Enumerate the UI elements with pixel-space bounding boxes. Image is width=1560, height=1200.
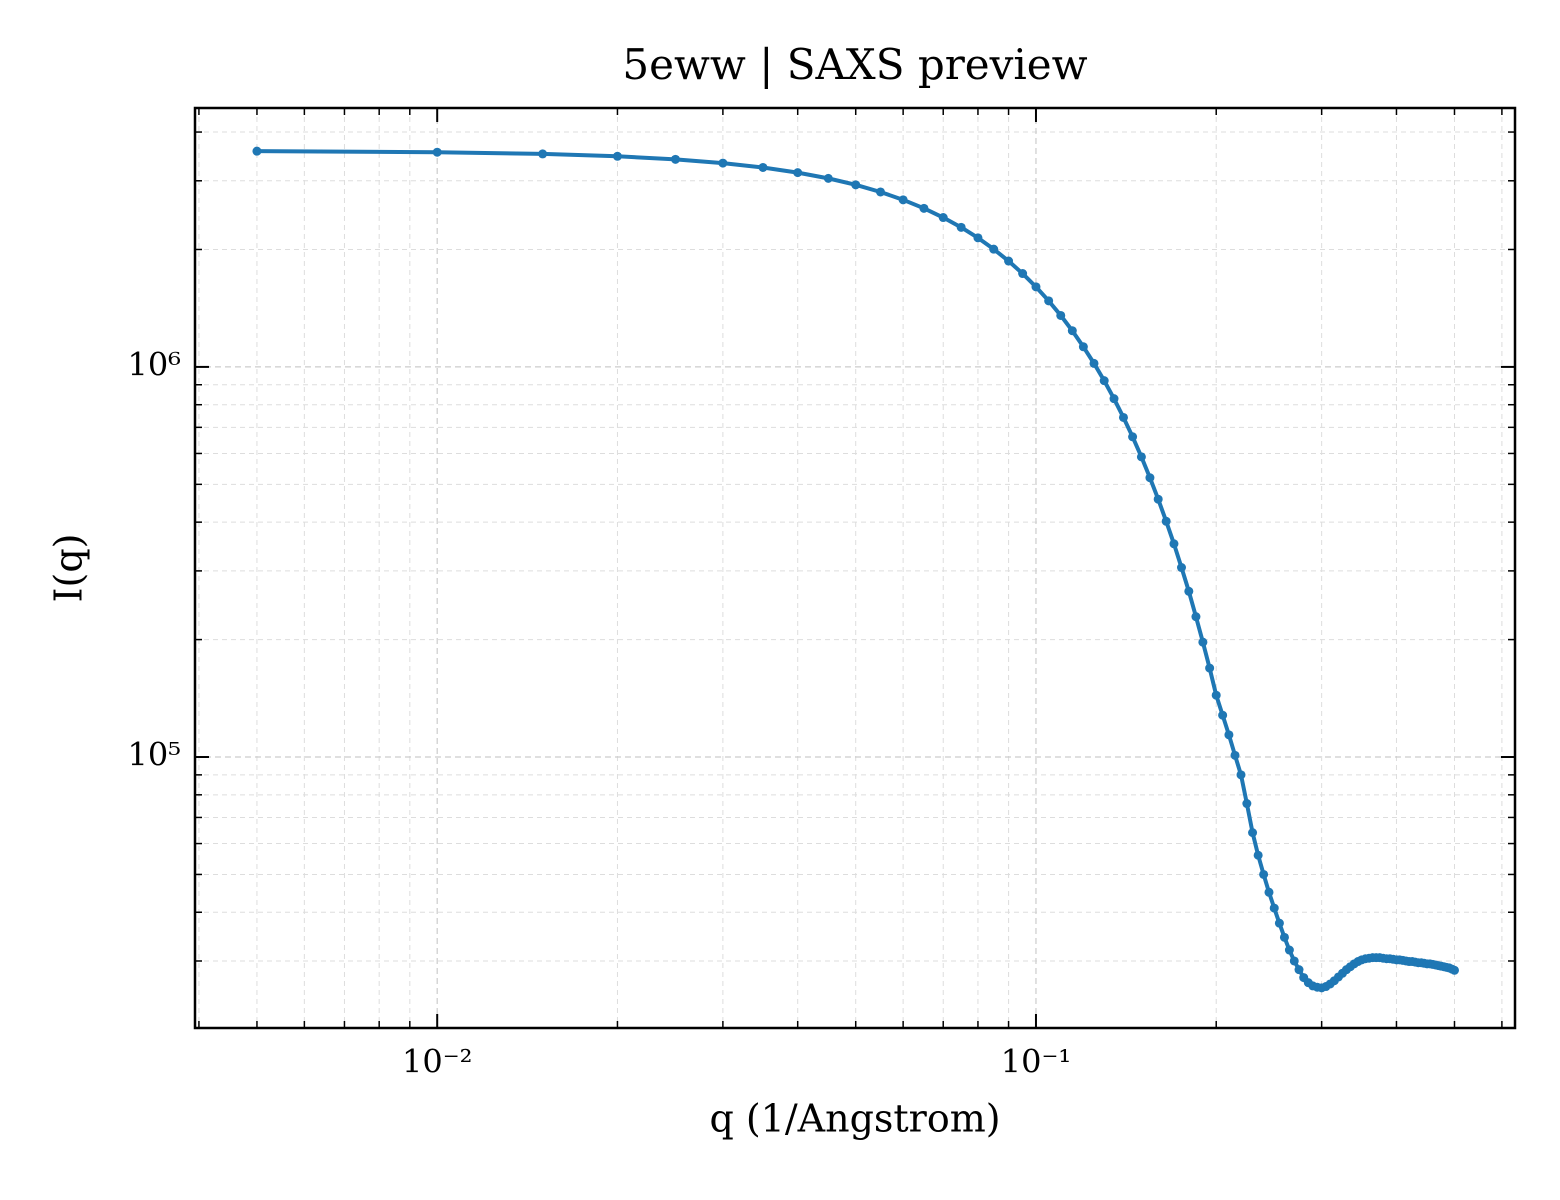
- chart-title: 5eww | SAXS preview: [622, 40, 1087, 89]
- data-point: [1224, 730, 1234, 740]
- data-point: [432, 147, 442, 157]
- data-point: [989, 244, 999, 254]
- data-point: [898, 195, 908, 205]
- y-tick-label: 10⁶: [127, 345, 181, 383]
- data-point: [1056, 310, 1066, 320]
- data-point: [1236, 770, 1246, 780]
- data-point: [1078, 342, 1088, 352]
- data-point: [1136, 452, 1146, 462]
- data-point: [1099, 376, 1109, 386]
- data-point: [538, 149, 548, 159]
- data-point: [1089, 358, 1099, 368]
- data-point: [1031, 282, 1041, 292]
- plot-frame: [193, 106, 1517, 1030]
- data-point: [1253, 850, 1263, 860]
- data-point: [1230, 750, 1240, 760]
- data-point: [1018, 269, 1028, 279]
- data-point: [1176, 563, 1186, 573]
- data-point: [1128, 432, 1138, 442]
- data-point: [252, 146, 262, 156]
- data-point: [1161, 516, 1171, 526]
- data-point: [919, 203, 929, 213]
- x-tick-label: 10⁻¹: [1001, 1043, 1071, 1081]
- data-point: [1269, 903, 1279, 913]
- data-point: [956, 222, 966, 232]
- x-axis-label: q (1/Angstrom): [709, 1097, 1000, 1141]
- data-point: [1184, 586, 1194, 596]
- data-point: [1284, 945, 1294, 955]
- data-point: [1044, 296, 1054, 306]
- data-point: [1118, 412, 1128, 422]
- data-point: [1153, 494, 1163, 504]
- data-point: [1205, 663, 1215, 673]
- data-point: [1279, 932, 1289, 942]
- data-point: [823, 173, 833, 183]
- y-tick-label: 10⁵: [127, 736, 181, 774]
- data-point: [1274, 918, 1284, 928]
- data-point: [1211, 690, 1221, 700]
- data-point: [851, 180, 861, 190]
- data-point: [670, 154, 680, 164]
- data-point: [718, 158, 728, 168]
- data-point: [1218, 710, 1228, 720]
- data-point: [758, 162, 768, 172]
- data-point: [1198, 637, 1208, 647]
- data-point: [1264, 887, 1274, 897]
- data-point: [1145, 473, 1155, 483]
- data-point: [1169, 539, 1179, 549]
- data-point: [1294, 965, 1304, 975]
- data-point: [1289, 956, 1299, 966]
- data-point: [1248, 828, 1258, 838]
- data-point: [1259, 869, 1269, 879]
- data-point: [612, 151, 622, 161]
- data-point: [876, 187, 886, 197]
- data-point: [1449, 965, 1459, 975]
- data-point: [938, 213, 948, 223]
- data-point: [1067, 326, 1077, 336]
- x-tick-label: 10⁻²: [402, 1043, 472, 1081]
- data-point: [973, 233, 983, 243]
- y-axis-label: I(q): [47, 534, 91, 603]
- data-point: [1191, 612, 1201, 622]
- data-point: [1109, 394, 1119, 404]
- data-point: [1242, 799, 1252, 809]
- data-point: [793, 168, 803, 178]
- data-point: [1004, 256, 1014, 266]
